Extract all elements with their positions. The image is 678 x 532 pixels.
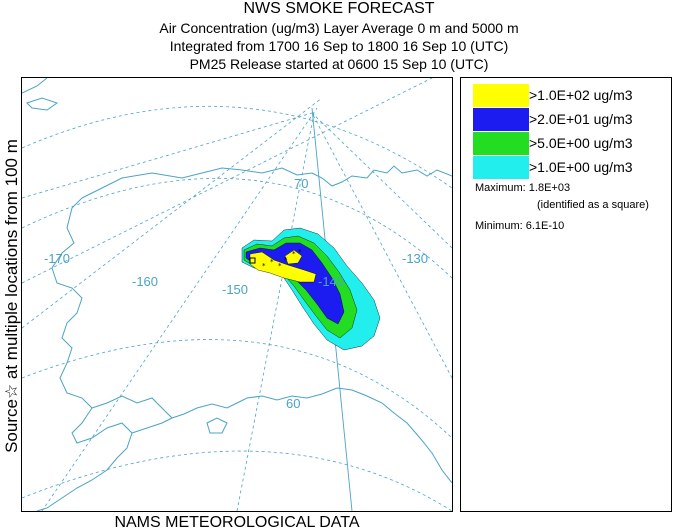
parallel-line	[22, 178, 452, 279]
smoke-plume[interactable]: * * * * * *	[241, 227, 381, 351]
map-canvas[interactable]: * * * * * * -170 -160 -150 -140 -130 70 …	[22, 78, 452, 511]
minimum-value: Minimum: 6.1E-10	[475, 220, 565, 232]
meridian-line	[22, 112, 313, 199]
coastline	[22, 78, 452, 511]
chukotka-coast	[22, 78, 48, 94]
parallel-line	[22, 450, 452, 511]
maximum-marker-square	[249, 257, 256, 264]
legend-label: >1.0E+02 ug/m3	[529, 87, 633, 103]
alaska-south-coast	[131, 387, 452, 484]
legend-label: >2.0E+01 ug/m3	[529, 111, 633, 127]
maximum-note: (identified as a square)	[537, 199, 649, 211]
source-star: *	[284, 256, 288, 264]
alaska-west-coast	[46, 197, 133, 509]
lon-label-170: -170	[44, 251, 70, 266]
lon-label-130: -130	[402, 251, 428, 266]
kodiak-island	[206, 417, 228, 434]
st-lawrence-island	[26, 97, 59, 111]
legend-item: >1.0E+02 ug/m3	[473, 84, 668, 107]
source-star: *	[292, 250, 296, 258]
subtitle-layer: Air Concentration (ug/m3) Layer Average …	[159, 20, 519, 36]
lon-label-150: -150	[222, 282, 248, 297]
legend-item: >2.0E+01 ug/m3	[473, 108, 668, 131]
lat-label-60: 60	[286, 396, 300, 411]
map-panel[interactable]: * * * * * * -170 -160 -150 -140 -130 70 …	[21, 77, 453, 512]
maximum-value: Maximum: 1.8E+03	[475, 182, 571, 194]
source-star: *	[278, 262, 282, 270]
parallel-line	[22, 105, 452, 189]
meridian-line	[22, 97, 323, 329]
meteorological-data-label: NAMS METEOROLOGICAL DATA	[114, 514, 360, 531]
legend-swatch-green	[473, 132, 529, 155]
meridian-line	[311, 112, 452, 249]
legend-swatch-yellow	[473, 84, 529, 107]
source-star: *	[262, 262, 266, 270]
lon-label-140: -140	[318, 274, 344, 289]
bristol-bay-coast	[91, 395, 173, 419]
meridian-line	[311, 112, 452, 379]
meridian-line	[22, 78, 433, 284]
source-star: *	[298, 248, 302, 256]
alaska-north-coast	[81, 165, 452, 199]
source-star: *	[270, 258, 274, 266]
legend-panel: >1.0E+02 ug/m3 >2.0E+01 ug/m3 >5.0E+00 u…	[460, 77, 672, 512]
legend-label: >1.0E+00 ug/m3	[529, 159, 633, 175]
legend-label: >5.0E+00 ug/m3	[529, 135, 633, 151]
source-markers: * * * * * *	[262, 248, 302, 270]
plume-yellow-lobe	[284, 249, 303, 265]
subtitle-integration: Integrated from 1700 16 Sep to 1800 16 S…	[169, 38, 509, 54]
subtitle-release: PM25 Release started at 0600 15 Sep 10 (…	[189, 56, 489, 72]
legend-item: >5.0E+00 ug/m3	[473, 132, 668, 155]
legend-swatch-cyan	[473, 156, 529, 179]
plume-layer-yellow	[249, 251, 317, 283]
legend-swatch-blue	[473, 108, 529, 131]
meridian-line	[236, 112, 315, 511]
graticule	[22, 78, 452, 511]
legend-item: >1.0E+00 ug/m3	[473, 156, 668, 179]
aleutian-chain	[36, 507, 48, 511]
lat-label-70: 70	[294, 176, 308, 191]
lon-label-160: -160	[132, 274, 158, 289]
page-title: NWS SMOKE FORECAST	[243, 0, 435, 17]
parallel-line	[22, 339, 452, 439]
